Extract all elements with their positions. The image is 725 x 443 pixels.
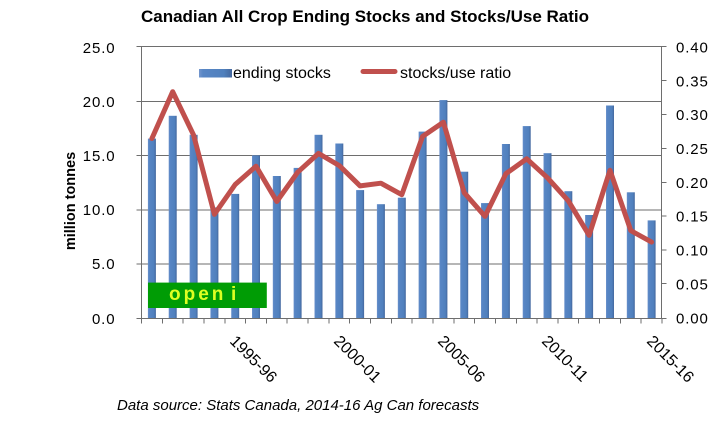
svg-text:0.20: 0.20	[676, 175, 709, 192]
svg-text:stocks/use ratio: stocks/use ratio	[400, 65, 511, 82]
svg-text:0.25: 0.25	[676, 141, 709, 158]
svg-text:open: open	[169, 284, 226, 305]
svg-text:Canadian All Crop Ending Stock: Canadian All Crop Ending Stocks and Stoc…	[141, 7, 589, 26]
svg-text:10.0: 10.0	[83, 202, 116, 219]
svg-text:0.40: 0.40	[676, 40, 709, 57]
svg-text:15.0: 15.0	[83, 148, 116, 165]
svg-text:Data source: Stats Canada, 201: Data source: Stats Canada, 2014-16 Ag Ca…	[117, 397, 480, 414]
svg-text:ending stocks: ending stocks	[233, 65, 331, 82]
svg-text:0.35: 0.35	[676, 74, 709, 91]
svg-text:0.00: 0.00	[676, 311, 709, 328]
svg-text:5.0: 5.0	[92, 256, 116, 273]
svg-text:25.0: 25.0	[83, 40, 116, 57]
svg-text:0.30: 0.30	[676, 107, 709, 124]
svg-text:0.0: 0.0	[92, 311, 116, 328]
svg-text:i: i	[231, 284, 236, 305]
svg-text:0.05: 0.05	[676, 277, 709, 294]
svg-text:0.15: 0.15	[676, 209, 709, 226]
svg-text:0.10: 0.10	[676, 243, 709, 260]
svg-text:20.0: 20.0	[83, 94, 116, 111]
svg-text:million tonnes: million tonnes	[63, 152, 79, 250]
